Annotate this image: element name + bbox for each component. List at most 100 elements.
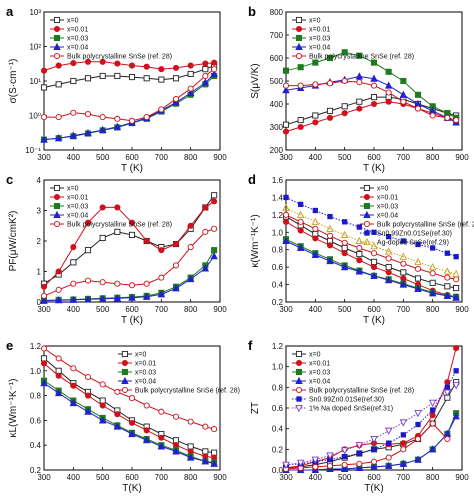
data-point: [414, 275, 422, 282]
data-point: [55, 268, 62, 275]
data-point: [297, 227, 304, 234]
data-point: [326, 54, 334, 62]
legend-marker: [53, 210, 61, 219]
y-tick-label: 1.0: [272, 228, 284, 237]
legend-marker: [295, 359, 303, 367]
legend-item: x=0.03: [50, 202, 88, 211]
legend-item: x=0: [292, 350, 321, 359]
y-tick-label: 0.4: [272, 425, 284, 434]
data-point: [312, 207, 318, 214]
data-point: [128, 219, 136, 226]
data-point: [143, 75, 150, 82]
data-point: [172, 284, 180, 292]
legend-item: x=0: [117, 350, 147, 359]
y-tick-label: 200: [270, 146, 284, 155]
x-tick-label: 300: [37, 473, 51, 482]
legend-marker: [296, 396, 302, 402]
data-point: [40, 355, 48, 362]
data-point: [341, 244, 348, 252]
x-tick-label: 700: [155, 305, 169, 314]
legend-label: Bulk polycrystalline SnSe (ref. 28): [309, 54, 414, 61]
x-tick-label: 700: [397, 305, 411, 314]
data-point: [211, 426, 218, 433]
data-point: [400, 432, 406, 438]
x-tick-label: 400: [67, 153, 81, 162]
x-axis-label: T (K): [363, 163, 385, 174]
legend-marker: [295, 34, 303, 42]
data-point: [355, 267, 364, 275]
data-point: [355, 236, 364, 245]
chart-panel-e: e 300 400 500 600 700 800 900 0.2 0.4 0.6 0.8 1.0 1.2…: [6, 338, 240, 494]
data-point: [356, 460, 363, 467]
data-point: [84, 407, 92, 415]
legend-marker: [363, 184, 370, 192]
y-axis-label: σ(S·cm⁻¹): [8, 59, 19, 104]
data-point: [211, 66, 218, 73]
data-point: [40, 84, 48, 91]
data-point: [443, 291, 452, 299]
data-point: [54, 295, 63, 304]
legend-item: x=0.01: [50, 25, 88, 34]
y-tick-label: 0.4: [30, 441, 42, 450]
data-point: [452, 382, 460, 390]
data-point: [311, 456, 320, 464]
data-point: [211, 192, 218, 199]
data-point: [326, 107, 334, 114]
legend-item: x=0.04: [50, 210, 88, 220]
data-point: [400, 98, 407, 105]
data-point: [114, 115, 121, 122]
x-tick-label: 700: [155, 153, 169, 162]
data-point: [429, 112, 436, 119]
data-point: [98, 125, 107, 134]
x-tick-label: 900: [213, 305, 227, 314]
x-tick-label: 800: [426, 473, 440, 482]
x-tick-label: 600: [125, 473, 139, 482]
data-point: [84, 128, 92, 137]
data-point: [55, 367, 62, 374]
legend-label: x=0.03: [309, 36, 330, 43]
data-point: [210, 459, 218, 467]
data-point: [414, 455, 422, 463]
data-point: [40, 345, 48, 352]
data-point: [453, 117, 460, 124]
data-point: [429, 270, 436, 277]
data-point: [296, 459, 305, 467]
data-point: [84, 247, 92, 254]
legend-label: 1% Na doped SnSe(ref.31): [309, 406, 393, 413]
data-point: [282, 82, 290, 89]
data-point: [211, 198, 218, 205]
data-point: [202, 66, 209, 73]
data-point: [399, 280, 408, 288]
data-point: [326, 232, 334, 239]
data-point: [444, 435, 451, 443]
x-tick-label: 400: [67, 473, 81, 482]
data-point: [430, 407, 436, 413]
x-tick-label: 600: [367, 305, 381, 314]
data-point: [40, 67, 48, 74]
data-point: [370, 264, 378, 271]
data-point: [202, 448, 209, 455]
legend-label: x=0.04: [67, 213, 88, 220]
y-tick-label: 0.4: [272, 281, 284, 290]
legend-label: x=0.04: [135, 379, 156, 386]
legend-item: Bulk polycrystalline SnSe (ref. 28): [292, 386, 414, 395]
data-point: [452, 412, 460, 420]
series: [40, 252, 218, 304]
legend-label: x=0: [135, 352, 147, 359]
data-point: [370, 100, 378, 108]
legend-item: Ag-doped SnSe(ref.29): [359, 237, 449, 247]
data-point: [114, 388, 121, 395]
data-point: [99, 381, 106, 388]
x-tick-label: 600: [125, 305, 139, 314]
data-point: [326, 224, 334, 232]
series-line: [43, 358, 215, 454]
data-point: [340, 230, 349, 238]
series: [40, 58, 218, 74]
y-tick-label: 0.8: [30, 392, 42, 401]
legend-marker: [363, 220, 370, 228]
legend-item: 1% Na doped SnSe(ref.31): [292, 404, 393, 413]
data-point: [172, 262, 180, 269]
data-point: [211, 247, 218, 254]
legend-label: x=0: [67, 18, 79, 25]
data-point: [415, 421, 421, 428]
